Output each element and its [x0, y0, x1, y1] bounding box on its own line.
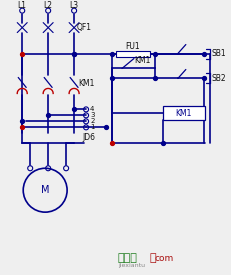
- Text: QF1: QF1: [77, 23, 92, 32]
- Text: SB1: SB1: [211, 49, 225, 58]
- Bar: [116, 51, 149, 57]
- Bar: [162, 106, 204, 120]
- Text: 。: 。: [149, 253, 156, 263]
- Text: 接线图: 接线图: [118, 253, 137, 263]
- Text: 3: 3: [90, 112, 94, 118]
- Text: JD6: JD6: [82, 133, 95, 142]
- Text: L3: L3: [69, 1, 78, 10]
- Text: L1: L1: [18, 1, 27, 10]
- Text: KM1: KM1: [175, 109, 191, 118]
- Text: 2: 2: [90, 118, 94, 124]
- Text: M: M: [41, 185, 49, 195]
- Text: jiexiantu: jiexiantu: [118, 263, 145, 268]
- Text: SB2: SB2: [211, 74, 225, 83]
- Text: FU1: FU1: [125, 42, 140, 51]
- Text: 1: 1: [90, 124, 94, 130]
- Text: KM1: KM1: [133, 56, 150, 65]
- Text: KM1: KM1: [78, 79, 94, 88]
- Text: L2: L2: [43, 1, 52, 10]
- Text: 4: 4: [90, 106, 94, 112]
- Text: com: com: [154, 254, 173, 263]
